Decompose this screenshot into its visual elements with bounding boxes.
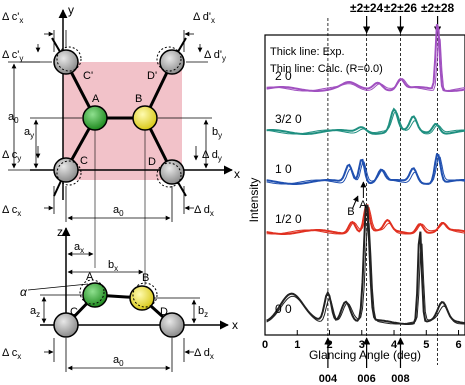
row-label: 2 0 — [275, 69, 292, 83]
atom-a — [82, 105, 108, 131]
atom-c-prime-ghost — [56, 46, 82, 72]
top-reflection-label: ±2±24 — [350, 1, 384, 15]
y-axis-title: Intensity — [247, 178, 261, 223]
top-reflection-label: ±2±28 — [421, 1, 455, 15]
rocking-curve-chart: Thick line: Exp. Thin line: Calc. (R=0.0… — [247, 1, 465, 385]
z-axis-label: z — [57, 225, 63, 239]
alpha-label: α — [20, 285, 28, 299]
calc-curve-2 — [266, 155, 465, 185]
x-tick-label: 0 — [262, 339, 268, 351]
x-tick-label: 1 — [294, 339, 300, 351]
bottom-reflection-label: 008 — [391, 373, 409, 385]
dim-by-label: by — [212, 126, 222, 140]
dim-a0-left-label: a0 — [8, 111, 19, 125]
bottom-reflection-label: 004 — [319, 373, 338, 385]
atom-b — [132, 105, 158, 131]
atom-d-prime — [159, 49, 185, 75]
label-a: A — [92, 93, 100, 105]
side-label-d: D — [160, 306, 168, 318]
row-label: 0 0 — [275, 302, 292, 316]
side-dim-a0-label: a0 — [113, 354, 124, 368]
x-tick-label: 3 — [359, 339, 365, 351]
x-axis-side-label: x — [232, 318, 238, 332]
side-atom-a-ghost — [79, 279, 105, 305]
side-atom-b-ghost — [132, 282, 158, 308]
side-atom-d — [159, 312, 185, 338]
x-tick-label: 2 — [326, 339, 332, 351]
atom-c-prime — [53, 49, 79, 75]
dim-dcy-label: Δ cy — [2, 149, 21, 163]
atom-d — [159, 159, 185, 185]
bottom-reflection-label: 006 — [357, 373, 375, 385]
side-label-c: C — [70, 306, 78, 318]
top-reflection-label: ±2±26 — [384, 1, 418, 15]
annotation-b-arrow — [352, 195, 359, 209]
alpha-line — [27, 283, 89, 291]
dim-ddpy-label: Δ d'y — [204, 49, 226, 63]
annotation-a: A — [359, 199, 367, 211]
exp-curve-0 — [266, 23, 465, 92]
dim-bz-label: bz — [198, 305, 208, 319]
x-axis-label: x — [234, 167, 240, 181]
calc-curve-4 — [266, 221, 465, 325]
dim-bx-label: bx — [108, 259, 118, 273]
dim-ddy-label: Δ dy — [202, 149, 222, 163]
exp-curve-2 — [266, 152, 465, 185]
row-label: 1 0 — [275, 162, 292, 176]
side-ddx-label: Δ dx — [194, 347, 214, 361]
x-axis-title: Glancing Angle (deg) — [309, 348, 421, 362]
label-c-prime: C' — [83, 70, 93, 82]
dim-dcx-label: Δ cx — [2, 204, 21, 218]
calc-curve-0 — [266, 34, 465, 92]
row-label: 3/2 0 — [275, 112, 302, 126]
atom-c-ghost — [56, 160, 82, 186]
dim-ddx-label: Δ dx — [194, 204, 214, 218]
calc-curve-1 — [266, 110, 465, 135]
legend-line-calc: Thin line: Calc. (R=0.0) — [270, 63, 383, 75]
label-c: C — [80, 155, 88, 167]
top-view-diagram: y x C' D' A B C D a0 — [2, 3, 240, 285]
dim-ddpx-label: Δ d'x — [193, 11, 215, 25]
dim-az-label: az — [30, 305, 40, 319]
row-label: 1/2 0 — [275, 212, 302, 226]
atom-d-ghost — [156, 162, 182, 188]
label-b: B — [135, 93, 142, 105]
atom-d-prime-ghost — [156, 46, 182, 72]
annotation-b: B — [347, 206, 354, 218]
dim-ax-label: ax — [74, 241, 84, 255]
side-view-diagram: z x A B C D α ax bx az bz — [2, 225, 238, 372]
side-dcx-label: Δ cx — [2, 347, 21, 361]
side-label-b: B — [142, 272, 149, 284]
dim-ay-label: ay — [24, 126, 34, 140]
legend-line-exp: Thick line: Exp. — [270, 46, 345, 58]
y-axis-label: y — [68, 3, 74, 17]
plot-frame — [264, 34, 465, 336]
side-atom-c — [53, 312, 79, 338]
side-label-a: A — [86, 271, 94, 283]
dim-dcpy-label: Δ c'y — [2, 49, 23, 63]
x-tick-label: 4 — [391, 339, 398, 351]
label-d: D — [148, 156, 156, 168]
x-tick-label: 6 — [455, 339, 461, 351]
dim-dcpx-label: Δ c'x — [2, 11, 23, 25]
x-tick-label: 5 — [423, 339, 429, 351]
label-d-prime: D' — [147, 70, 157, 82]
atom-c — [53, 157, 79, 183]
dim-a0-bottom-label: a0 — [113, 204, 124, 218]
side-atom-a — [82, 282, 108, 308]
